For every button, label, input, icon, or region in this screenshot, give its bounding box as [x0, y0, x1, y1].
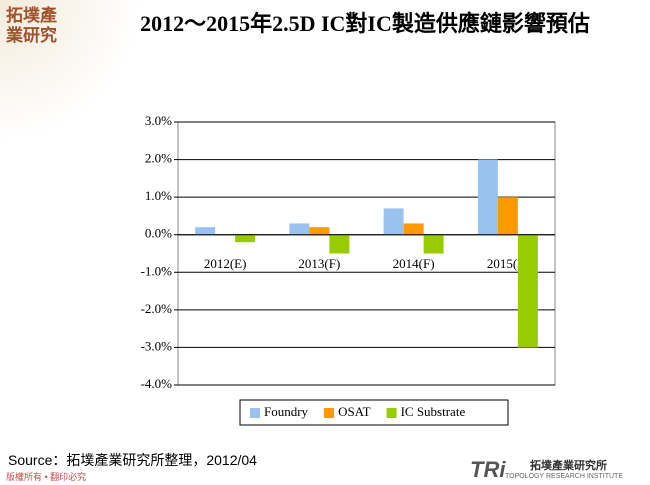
brand-mark: TRi — [470, 457, 506, 482]
bar — [309, 227, 330, 235]
legend-swatch — [324, 408, 335, 418]
y-tick-label: 2.0% — [145, 151, 172, 166]
x-tick-label: 2012(E) — [204, 256, 247, 271]
bar — [423, 234, 444, 254]
bar — [235, 234, 256, 243]
institute: 拓墣產業研究所 — [530, 460, 607, 472]
legend-swatch — [386, 408, 397, 418]
legend-box — [239, 399, 509, 426]
y-tick-label: -4.0% — [141, 376, 173, 391]
x-tick-label: 2013(F) — [298, 256, 340, 271]
institute-en: TOPOLOGY RESEARCH INSTITUTE — [505, 473, 623, 480]
plot-area — [177, 121, 556, 386]
y-tick-label: -1.0% — [141, 263, 173, 278]
bar — [195, 227, 216, 235]
bar — [289, 223, 310, 235]
bar — [517, 234, 538, 348]
y-tick-label: 3.0% — [145, 113, 172, 128]
x-tick-label: 2014(F) — [393, 256, 435, 271]
bar — [497, 197, 518, 235]
bar — [329, 234, 350, 254]
y-tick-label: 0.0% — [145, 226, 172, 241]
legend-label: Foundry — [264, 404, 309, 419]
logo: 拓墣產業研究 — [6, 6, 57, 45]
legend-label: OSAT — [338, 404, 371, 419]
copyright: 版權所有 • 翻印必究 — [6, 472, 87, 482]
y-tick-label: -2.0% — [141, 301, 173, 316]
y-tick-label: 1.0% — [145, 188, 172, 203]
legend-swatch — [250, 408, 260, 418]
source: Source：拓墣產業研究所整理，2012/04 — [8, 452, 257, 468]
chart-title: 2012～2015年2.5D IC對IC製造供應鏈影響預估 — [140, 11, 590, 36]
legend-label: IC Substrate — [401, 404, 466, 419]
bar — [477, 159, 498, 235]
y-tick-label: -3.0% — [141, 338, 173, 353]
bar — [383, 208, 404, 235]
bar — [403, 223, 424, 235]
